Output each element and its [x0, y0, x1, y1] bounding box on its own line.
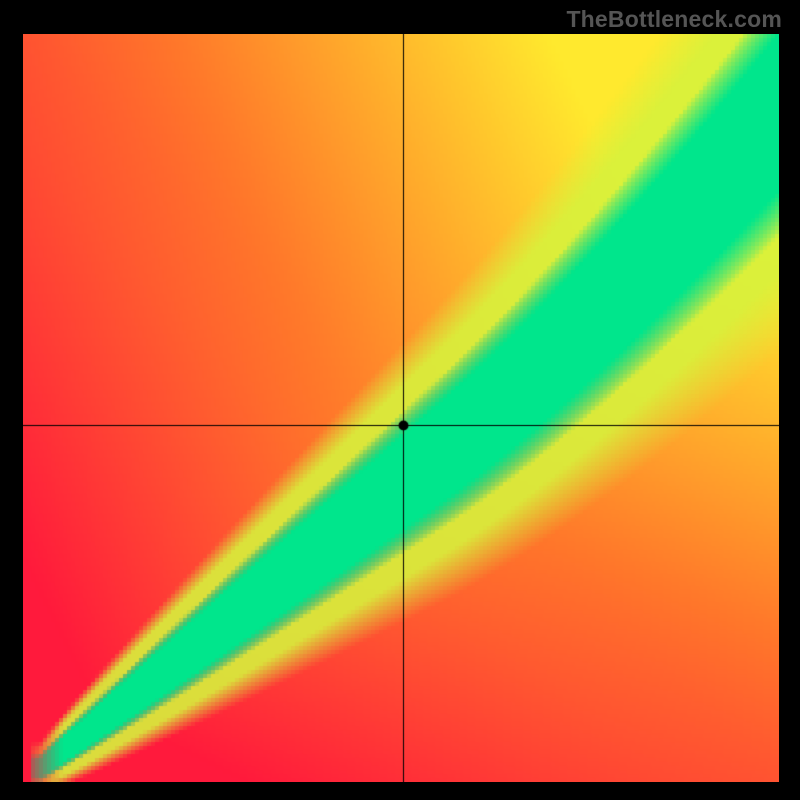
- watermark-label: TheBottleneck.com: [566, 6, 782, 33]
- heatmap-canvas: [23, 34, 779, 782]
- chart-frame: TheBottleneck.com: [0, 0, 800, 800]
- heatmap-plot: [23, 34, 779, 782]
